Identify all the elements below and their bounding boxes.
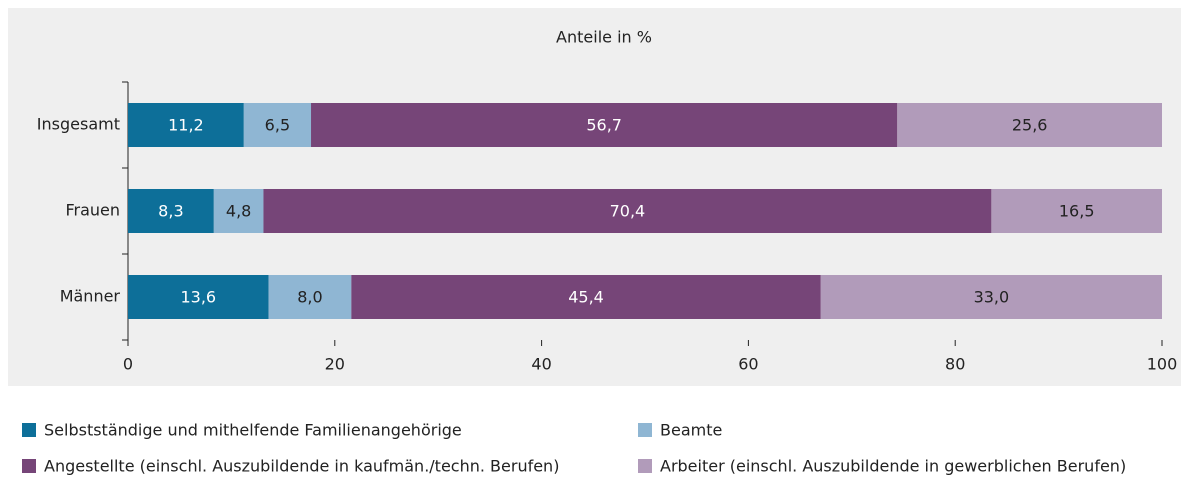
value-label: 25,6 <box>1012 116 1048 135</box>
bar-segment <box>128 275 269 319</box>
x-tick-label: 0 <box>123 355 133 374</box>
value-label: 11,2 <box>168 116 204 135</box>
legend-swatch <box>638 459 652 473</box>
value-label: 45,4 <box>568 288 604 307</box>
value-label: 4,8 <box>226 202 251 221</box>
bar-segment <box>820 275 1162 319</box>
x-tick-label: 60 <box>738 355 758 374</box>
value-label: 13,6 <box>180 288 216 307</box>
bar-segment <box>243 103 312 147</box>
value-label: 8,3 <box>158 202 183 221</box>
value-label: 56,7 <box>586 116 622 135</box>
x-tick-label: 40 <box>531 355 551 374</box>
value-label: 33,0 <box>974 288 1010 307</box>
legend-swatch <box>22 459 36 473</box>
bar-segment <box>263 189 992 233</box>
legend-label: Beamte <box>660 421 722 440</box>
y-tick-label: Insgesamt <box>37 115 120 134</box>
bar-segment <box>991 189 1162 233</box>
bar-segment <box>311 103 898 147</box>
x-tick-label: 100 <box>1147 355 1178 374</box>
legend-label: Selbstständige und mithelfende Familiena… <box>44 421 462 440</box>
bar-segment <box>128 189 214 233</box>
legend-label: Angestellte (einschl. Auszubildende in k… <box>44 457 559 476</box>
x-tick-label: 20 <box>325 355 345 374</box>
bar-segment <box>213 189 264 233</box>
value-label: 16,5 <box>1059 202 1095 221</box>
bar-segment <box>268 275 352 319</box>
y-tick-label: Männer <box>60 287 121 306</box>
bar-segment <box>128 103 244 147</box>
bar-segment <box>897 103 1162 147</box>
x-tick-label: 80 <box>945 355 965 374</box>
chart-title: Anteile in % <box>556 28 652 47</box>
legend-label: Arbeiter (einschl. Auszubildende in gewe… <box>660 457 1126 476</box>
legend-swatch <box>638 423 652 437</box>
legend-swatch <box>22 423 36 437</box>
value-label: 70,4 <box>610 202 646 221</box>
value-label: 6,5 <box>265 116 290 135</box>
y-tick-label: Frauen <box>65 201 120 220</box>
value-label: 8,0 <box>297 288 322 307</box>
bar-segment <box>351 275 821 319</box>
